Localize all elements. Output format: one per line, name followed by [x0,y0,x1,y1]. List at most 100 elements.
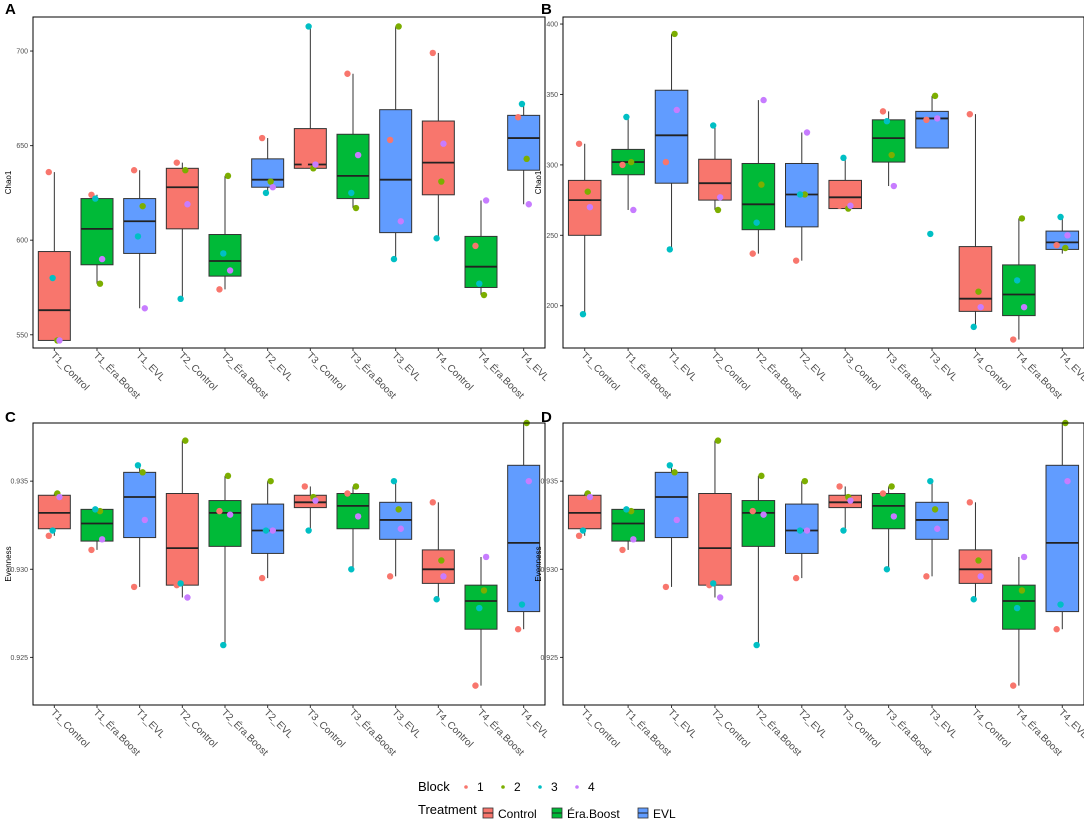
point-block-4 [586,493,594,501]
point-block-2 [888,483,895,490]
box-T1_EVL [654,462,689,591]
point-block-1 [879,108,887,115]
y-axis-title: Evenness [534,546,543,581]
point-block-3 [220,250,227,257]
point-block-4 [630,536,637,543]
box-T2_Éra.Boost [741,472,776,649]
point-block-1 [749,250,756,257]
box-body [871,493,906,530]
point-block-2 [352,204,360,212]
point-block-4 [312,497,319,504]
point-block-3 [1013,604,1021,612]
point-block-3 [927,230,934,238]
point-block-1 [575,140,583,147]
x-tick-label: T3_Control [839,707,882,750]
point-block-4 [98,536,106,543]
point-block-1 [662,158,670,166]
point-block-1 [706,192,713,200]
x-tick-label: T4_EVL [1056,350,1084,384]
point-block-3 [710,580,717,587]
point-block-1 [662,583,670,591]
box-body [165,167,199,230]
point-block-1 [344,70,351,77]
y-axis-title: Evenness [4,546,13,581]
point-block-3 [1057,601,1064,608]
point-block-4 [226,511,234,518]
point-block-1 [792,257,800,264]
point-block-3 [796,527,804,534]
point-block-4 [1064,477,1071,485]
point-block-2 [1062,244,1069,252]
point-block-3 [134,233,142,240]
legend-block-3-marker [538,785,542,789]
box-T2_Control [165,159,199,303]
point-block-4 [354,151,362,159]
point-block-4 [1020,303,1028,311]
point-block-1 [472,682,479,689]
point-block-3 [518,100,526,108]
point-block-3 [840,154,847,162]
point-block-1 [879,490,887,497]
point-block-1 [88,546,95,554]
y-tick-label: 600 [16,238,28,245]
point-block-2 [224,172,232,180]
box-T2_Control [698,437,732,601]
box-T1_Control [37,490,71,539]
box-T1_EVL [123,167,157,312]
point-block-2 [801,477,809,485]
point-block-4 [630,206,637,214]
x-tick-label: T3_EVL [390,350,424,384]
point-block-2 [480,291,488,299]
point-block-3 [883,566,891,573]
box-T3_Éra.Boost [871,108,906,190]
point-block-1 [472,242,479,250]
point-block-2 [671,30,678,38]
box-body [828,179,862,210]
point-block-4 [673,106,680,114]
legend: Block Treatment 1 2 3 4 Control Éra.Boost EVL [418,779,676,820]
point-block-1 [575,532,583,539]
y-tick-label: 0.925 [540,655,558,662]
box-T3_Control [828,154,862,212]
point-block-4 [354,513,362,520]
box-body [1045,230,1080,250]
legend-block-1-marker [464,785,468,789]
point-block-2 [139,469,146,476]
point-block-4 [977,573,984,580]
x-tick-label: T4_Control [432,350,475,393]
point-block-1 [1010,336,1017,343]
x-tick-label: T4_EVL [518,707,552,741]
box-body [741,500,776,547]
box-T4_Control [421,49,455,242]
point-block-3 [883,118,891,125]
point-block-4 [482,553,490,561]
box-body [421,549,455,584]
panel-border [32,422,546,706]
point-block-2 [584,188,591,195]
box-T4_EVL [1045,213,1080,254]
point-block-1 [45,168,52,176]
y-tick-label: 250 [546,233,558,240]
point-block-2 [523,155,530,163]
point-block-2 [267,477,274,485]
legend-block-3-label: 3 [551,780,558,794]
point-block-1 [966,110,974,118]
box-T2_EVL [251,134,285,197]
legend-block-1-label: 1 [477,780,484,794]
point-block-1 [130,583,138,591]
point-block-3 [390,477,398,485]
box-body [208,500,242,547]
point-block-2 [1018,587,1026,594]
y-tick-label: 400 [546,22,558,29]
y-tick-label: 350 [546,92,558,99]
x-tick-label: T1_EVL [665,707,699,741]
box-body [654,471,689,539]
panel-label: B [541,1,552,18]
point-block-1 [619,546,626,554]
point-block-2 [224,472,232,480]
point-block-3 [579,527,587,534]
point-block-3 [177,580,184,587]
